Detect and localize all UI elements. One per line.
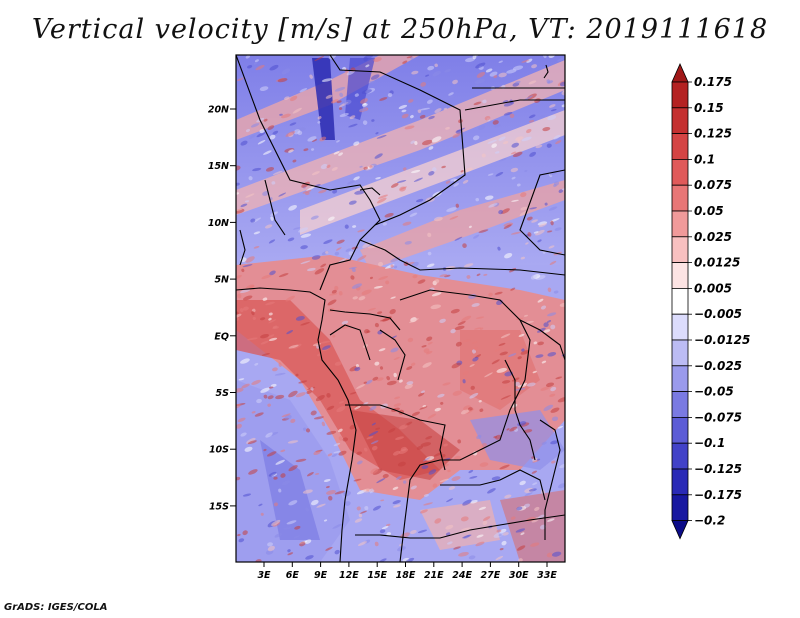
lat-label: 15S [209, 501, 229, 512]
country-borders [236, 55, 565, 562]
colorbar-label: 0.175 [694, 75, 732, 89]
lat-label: 10N [208, 218, 229, 229]
colorbar-label: 0.0125 [694, 256, 740, 270]
colorbar-swatch [671, 339, 689, 367]
lon-label: 18E [396, 570, 416, 581]
lat-label: 15N [208, 161, 229, 172]
lon-label: 27E [481, 570, 501, 581]
map-title: Vertical velocity [m/s] at 250hPa, VT: 2… [31, 14, 769, 45]
lat-label: 10S [209, 445, 229, 456]
lon-label: 3E [257, 570, 271, 581]
lat-label: EQ [214, 331, 229, 342]
colorbar-swatch [671, 442, 689, 470]
latitude-axis: 20N 15N 10N 5N EQ 5S 10S 15S [208, 105, 236, 512]
lon-label: 24E [452, 570, 472, 581]
colorbar-swatch [671, 365, 689, 392]
colorbar-swatch [671, 210, 689, 238]
lon-label: 12E [339, 570, 359, 581]
colorbar-label: 0.1 [694, 152, 715, 166]
colorbar-label: −0.0125 [694, 333, 750, 347]
colorbar-label: −0.175 [694, 488, 742, 502]
lat-label: 5N [214, 275, 229, 286]
colorbar-min-arrow [671, 520, 689, 540]
lat-label: 20N [208, 105, 229, 116]
colorbar-swatch [671, 184, 689, 212]
grads-credit: GrADS: IGES/COLA [4, 602, 108, 613]
colorbar-label: 0.125 [694, 127, 732, 141]
lon-label: 33E [537, 570, 557, 581]
lat-label: 5S [216, 388, 230, 399]
colorbar-swatch [671, 262, 689, 289]
lon-label: 30E [509, 570, 529, 581]
colorbar-swatch [671, 468, 689, 496]
colorbar-label: −0.05 [694, 385, 734, 399]
colorbar-label: 0.15 [694, 101, 724, 115]
colorbar-swatch [671, 391, 689, 418]
colorbar-swatch [671, 236, 689, 264]
vertical-velocity-field [236, 55, 565, 562]
colorbar-swatch [671, 107, 689, 135]
colorbar-label: −0.005 [694, 307, 742, 321]
lon-label: 9E [314, 570, 328, 581]
lon-label: 6E [286, 570, 300, 581]
colorbar-swatch [671, 494, 689, 521]
colorbar-label: −0.125 [694, 462, 742, 476]
lon-label: 21E [424, 570, 444, 581]
colorbar-label: −0.075 [694, 410, 742, 424]
colorbar: 0.175 0.15 0.125 0.1 0.075 0.05 0.025 0.0125 0.0… [671, 63, 750, 540]
colorbar-label: −0.1 [694, 436, 725, 450]
colorbar-swatch [671, 81, 689, 109]
colorbar-swatch [671, 313, 689, 341]
colorbar-swatch [671, 158, 689, 186]
colorbar-label: −0.2 [694, 514, 725, 528]
colorbar-max-arrow [671, 63, 689, 83]
colorbar-swatch [671, 287, 689, 315]
colorbar-label: −0.025 [694, 359, 742, 373]
colorbar-swatch [671, 416, 689, 444]
map-frame [235, 54, 566, 563]
longitude-axis: 3E 6E 9E 12E 15E 18E 21E 24E 27E 30E 33E [257, 562, 557, 581]
lon-label: 15E [367, 570, 387, 581]
colorbar-label: 0.05 [694, 204, 724, 218]
colorbar-label: 0.025 [694, 230, 732, 244]
colorbar-label: 0.075 [694, 178, 732, 192]
colorbar-label: 0.005 [694, 281, 732, 295]
colorbar-swatch [671, 133, 689, 160]
